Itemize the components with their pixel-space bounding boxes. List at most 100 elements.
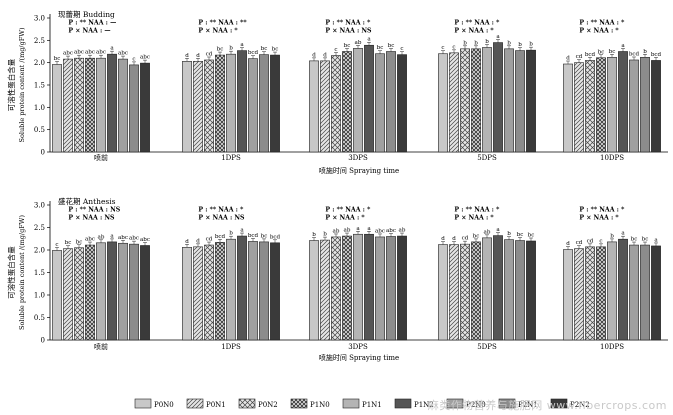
x-tick-label: 1DPS bbox=[221, 343, 241, 351]
bar-p2n1 bbox=[129, 64, 139, 153]
stats-interaction: P × NAA : * bbox=[579, 215, 619, 222]
bar-p2n0 bbox=[629, 59, 639, 153]
significance-letter: c bbox=[334, 47, 337, 53]
bar-p2n2 bbox=[397, 54, 407, 153]
stats-main-effects: P : ** NAA : NS bbox=[68, 207, 120, 214]
legend-swatch-p2n1 bbox=[498, 398, 516, 409]
bar-p0n2 bbox=[460, 243, 470, 341]
bar-p1n1 bbox=[226, 238, 236, 341]
significance-letter: bcd bbox=[248, 233, 259, 239]
stats-interaction: P × NAA : * bbox=[454, 215, 494, 222]
significance-letter: d bbox=[566, 56, 570, 62]
significance-letter: bc bbox=[609, 49, 616, 55]
significance-letter: bc bbox=[598, 49, 605, 55]
stats-interaction: P × NAA : — bbox=[68, 28, 110, 35]
y-tick-label: 3.0 bbox=[34, 202, 45, 210]
significance-letter: bc bbox=[65, 240, 72, 246]
bar-p0n0 bbox=[438, 53, 448, 153]
significance-letter: abc bbox=[74, 50, 84, 56]
significance-letter: a bbox=[110, 233, 114, 239]
significance-letter: cd bbox=[462, 236, 469, 242]
significance-letter: b bbox=[312, 232, 316, 238]
bar-p2n0 bbox=[118, 242, 128, 341]
bar-p1n1 bbox=[226, 53, 236, 153]
bar-p1n2 bbox=[493, 235, 503, 341]
x-tick-label: 5DPS bbox=[477, 343, 497, 351]
y-tick-label: 2.5 bbox=[34, 224, 45, 232]
stats-interaction: P × NAA : NS bbox=[198, 215, 245, 222]
legend-swatch-p0n0 bbox=[134, 398, 152, 409]
bar-p1n0 bbox=[85, 57, 95, 153]
significance-letter: c bbox=[441, 45, 444, 51]
bar-p1n2 bbox=[107, 53, 117, 153]
stats-main-effects: P : ** NAA : * bbox=[454, 19, 500, 26]
stats-interaction: P × NAA : * bbox=[198, 28, 238, 35]
significance-letter: abc bbox=[140, 237, 150, 243]
bar-p0n1 bbox=[574, 62, 584, 153]
bar-p1n0 bbox=[342, 235, 352, 341]
x-axis-label: 喷施时间 Spraying time bbox=[319, 353, 399, 362]
significance-letter: bcd bbox=[248, 50, 259, 56]
significance-letter: abc bbox=[386, 228, 396, 234]
significance-letter: b bbox=[229, 231, 233, 237]
bar-p0n0 bbox=[309, 240, 319, 341]
y-tick-label: 1.0 bbox=[34, 104, 45, 112]
significance-letter: b bbox=[529, 42, 533, 48]
bar-p0n0 bbox=[52, 250, 62, 341]
bar-p2n2 bbox=[270, 54, 280, 153]
significance-letter: a bbox=[654, 237, 658, 243]
y-tick-label: 0.5 bbox=[34, 126, 45, 134]
significance-letter: a bbox=[367, 37, 371, 43]
y-axis-label-cn: 可溶性蛋白含量 bbox=[6, 58, 16, 111]
significance-letter: cd bbox=[576, 54, 583, 60]
significance-letter: d bbox=[196, 238, 200, 244]
significance-letter: ab bbox=[484, 229, 491, 235]
bar-p0n1 bbox=[63, 248, 73, 341]
significance-letter: b bbox=[229, 46, 233, 52]
x-tick-label: 3DPS bbox=[348, 343, 368, 351]
bar-p0n2 bbox=[331, 55, 341, 153]
significance-letter: d bbox=[196, 53, 200, 59]
bar-p1n2 bbox=[364, 233, 374, 341]
bar-p0n2 bbox=[74, 57, 84, 153]
significance-letter: cd bbox=[587, 238, 594, 244]
significance-letter: d bbox=[441, 236, 445, 242]
y-axis-label-en: Soluble protein content /(mg/gFW) bbox=[18, 27, 26, 142]
bar-p1n1 bbox=[482, 47, 492, 153]
bar-p0n1 bbox=[320, 60, 330, 153]
significance-letter: cd bbox=[206, 237, 213, 243]
significance-letter: d bbox=[312, 52, 316, 58]
bar-p1n1 bbox=[607, 241, 617, 341]
bar-p0n0 bbox=[182, 247, 192, 341]
legend-swatch-p1n0 bbox=[290, 398, 308, 409]
x-tick-label: 10DPS bbox=[600, 343, 624, 351]
bar-p2n2 bbox=[651, 60, 661, 153]
significance-letter: bcd bbox=[651, 52, 662, 58]
bar-p2n0 bbox=[375, 53, 385, 153]
significance-letter: a bbox=[621, 43, 625, 49]
bar-p1n0 bbox=[471, 241, 481, 341]
significance-letter: bcd bbox=[270, 234, 281, 240]
bar-p0n1 bbox=[193, 246, 203, 341]
significance-letter: c bbox=[55, 242, 58, 248]
bar-p1n0 bbox=[471, 48, 481, 153]
y-tick-label: 1.5 bbox=[34, 269, 45, 277]
legend-swatch-p1n2 bbox=[394, 398, 412, 409]
legend-label-p1n0: P1N0 bbox=[310, 401, 330, 409]
y-tick-label: 2.0 bbox=[34, 59, 45, 67]
bar-p0n0 bbox=[438, 244, 448, 341]
significance-letter: abc bbox=[118, 51, 128, 57]
significance-letter: bc bbox=[261, 233, 268, 239]
bar-p2n0 bbox=[629, 244, 639, 341]
bar-p0n0 bbox=[563, 63, 573, 153]
bar-p1n2 bbox=[364, 44, 374, 153]
significance-letter: bc bbox=[76, 239, 83, 245]
panel-title: 盛花期 Anthesis bbox=[58, 196, 116, 206]
stats-main-effects: P : ** NAA : * bbox=[454, 207, 500, 214]
significance-letter: bcd bbox=[585, 52, 596, 58]
stats-main-effects: P : ** NAA : ** bbox=[198, 19, 247, 26]
significance-letter: a bbox=[240, 228, 244, 234]
significance-letter: d bbox=[323, 52, 327, 58]
significance-letter: ab bbox=[344, 228, 351, 234]
